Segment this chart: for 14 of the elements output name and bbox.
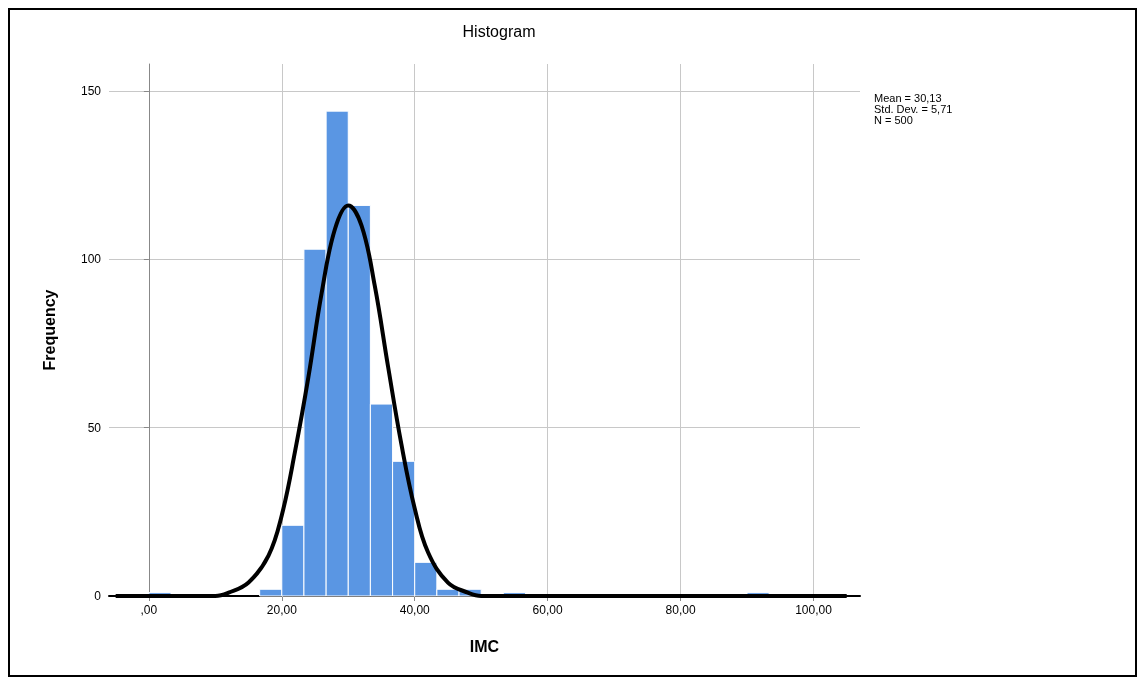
y-tick-label: 50 bbox=[87, 420, 102, 435]
x-tick-label: 40,00 bbox=[399, 603, 431, 617]
chart-title: Histogram bbox=[462, 22, 536, 40]
x-tick-label: 60,00 bbox=[532, 603, 563, 617]
y-tick-label: 100 bbox=[80, 252, 102, 267]
y-axis-title: Frequency bbox=[40, 289, 58, 371]
y-tick-label: 0 bbox=[94, 589, 102, 603]
y-tick-label: 150 bbox=[80, 83, 102, 98]
text: Mean = 30,13 Std. Dev. = 5,71 N = 500 bbox=[874, 91, 953, 126]
x-axis-title: IMC bbox=[469, 637, 500, 655]
x-tick-label: 20,00 bbox=[266, 603, 298, 617]
x-tick-label: ,00 bbox=[140, 603, 158, 617]
x-tick-label: 100,00 bbox=[795, 603, 833, 617]
x-tick-label: 80,00 bbox=[665, 603, 696, 617]
